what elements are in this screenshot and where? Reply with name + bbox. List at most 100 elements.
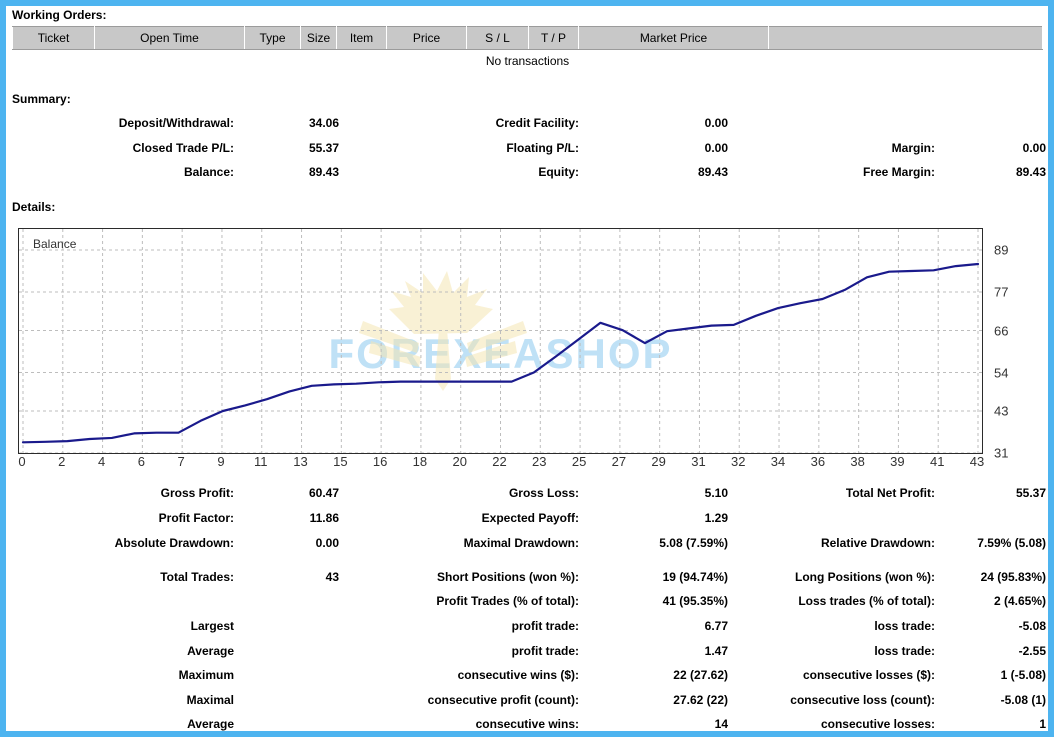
chart-x-axis: 0 2 4 6 7 9 11 13 15 16 18 20 22 23 25 27 29 31 32 34 36 38 39…	[18, 454, 985, 474]
chart-canvas	[19, 229, 982, 453]
column-header-item[interactable]: Item	[336, 26, 387, 50]
summary-value: 0.00	[704, 141, 728, 155]
details-value: 1	[1039, 717, 1046, 731]
details-value: -5.08 (1)	[1000, 693, 1046, 707]
column-header-market-price[interactable]: Market Price	[578, 26, 769, 50]
details-label: Long Positions (won %):	[795, 570, 935, 584]
details-value: 24 (95.83%)	[980, 570, 1046, 584]
details-label: Average	[187, 644, 234, 658]
x-axis-tick: 0	[18, 454, 26, 469]
x-axis-tick: 11	[254, 454, 268, 469]
details-label: consecutive losses ($):	[802, 668, 935, 682]
details-label: Short Positions (won %):	[437, 570, 579, 584]
details-label: Maximal	[186, 693, 234, 707]
details-value: 1.29	[704, 511, 728, 525]
chart-series-label: Balance	[33, 237, 77, 251]
details-label: consecutive wins ($):	[457, 668, 579, 682]
y-axis-tick: 89	[994, 242, 1009, 258]
y-axis-tick: 43	[994, 403, 1009, 419]
details-label: Gross Loss:	[508, 486, 579, 500]
x-axis-tick: 39	[890, 454, 905, 469]
details-label: Profit Trades (% of total):	[436, 594, 579, 608]
x-axis-tick: 20	[452, 454, 467, 469]
summary-value: 89.43	[1015, 165, 1046, 179]
column-header-type[interactable]: Type	[244, 26, 301, 50]
table-header-row: Ticket Open Time Type Size Item Price S …	[12, 26, 1043, 50]
details-value: -2.55	[1018, 644, 1046, 658]
details-label: consecutive losses:	[820, 717, 935, 731]
details-label: Profit Factor:	[158, 511, 234, 525]
details-label: consecutive wins:	[475, 717, 579, 731]
no-transactions-message: No transactions	[12, 49, 1043, 72]
report-page: Working Orders: Ticket Open Time Type Si…	[6, 6, 1048, 731]
details-row: Gross Profit: 60.47 Gross Loss: 5.10 Tot…	[6, 486, 1048, 510]
summary-label: Deposit/Withdrawal:	[118, 116, 234, 130]
chart-y-axis: 31 43 54 66 77 89	[988, 228, 1042, 461]
details-value: -5.08	[1018, 619, 1046, 633]
details-label: consecutive loss (count):	[790, 693, 935, 707]
equity-curve	[21, 262, 980, 444]
details-value: 19 (94.74%)	[662, 570, 728, 584]
column-header-tp[interactable]: T / P	[528, 26, 579, 50]
chart-gridlines	[19, 229, 982, 453]
details-value: 1.47	[704, 644, 728, 658]
details-label: loss trade:	[874, 619, 935, 633]
details-row: Largest profit trade: 6.77 loss trade: -…	[6, 619, 1048, 643]
x-axis-tick: 29	[651, 454, 666, 469]
details-row: Absolute Drawdown: 0.00 Maximal Drawdown…	[6, 536, 1048, 560]
details-value: 0.00	[315, 536, 339, 550]
summary-value: 0.00	[704, 116, 728, 130]
x-axis-tick: 31	[691, 454, 706, 469]
summary-label: Floating P/L:	[506, 141, 579, 155]
details-label: Gross Profit:	[160, 486, 234, 500]
summary-label: Margin:	[891, 141, 935, 155]
details-row: Profit Factor: 11.86 Expected Payoff: 1.…	[6, 511, 1048, 535]
column-header-ticket[interactable]: Ticket	[12, 26, 95, 50]
summary-value: 0.00	[1022, 141, 1046, 155]
y-axis-tick: 54	[994, 365, 1009, 380]
column-header-open-time[interactable]: Open Time	[94, 26, 245, 50]
details-label: Loss trades (% of total):	[798, 594, 935, 608]
details-label: consecutive profit (count):	[427, 693, 579, 707]
details-label: loss trade:	[874, 644, 935, 658]
x-axis-tick: 13	[293, 454, 308, 469]
x-axis-tick: 15	[333, 454, 348, 469]
details-label: Absolute Drawdown:	[114, 536, 234, 550]
x-axis-tick: 34	[770, 454, 786, 469]
x-axis-tick: 4	[97, 454, 106, 469]
column-header-sl[interactable]: S / L	[466, 26, 529, 50]
summary-value: 55.37	[308, 141, 339, 155]
x-axis-tick: 6	[137, 454, 145, 469]
details-label: Total Trades:	[160, 570, 234, 584]
x-axis-tick: 43	[969, 454, 985, 469]
details-value: 11.86	[309, 511, 339, 525]
details-label: Maximum	[178, 668, 234, 682]
details-value: 2 (4.65%)	[993, 594, 1046, 608]
working-orders-table: Ticket Open Time Type Size Item Price S …	[12, 26, 1043, 72]
x-axis-tick: 38	[850, 454, 865, 469]
x-axis-tick: 36	[810, 454, 826, 469]
details-value: 7.59% (5.08)	[977, 536, 1046, 550]
details-value: 5.10	[704, 486, 728, 500]
x-axis-tick: 18	[412, 454, 428, 469]
summary-row: Deposit/Withdrawal: 34.06 Credit Facilit…	[6, 116, 1048, 140]
details-label: Largest	[190, 619, 234, 633]
details-label: profit trade:	[511, 644, 579, 658]
details-label: Average	[187, 717, 234, 731]
y-axis-tick: 31	[994, 445, 1009, 461]
x-axis-tick: 27	[611, 454, 627, 469]
details-row: Maximal consecutive profit (count): 27.6…	[6, 693, 1048, 717]
x-axis-tick: 25	[571, 454, 587, 469]
column-header-size[interactable]: Size	[300, 26, 337, 50]
details-row: Average consecutive wins: 14 consecutive…	[6, 717, 1048, 731]
summary-label: Free Margin:	[862, 165, 935, 179]
y-axis-tick: 66	[994, 323, 1009, 338]
details-value: 43	[325, 570, 339, 584]
x-axis-tick: 2	[58, 454, 66, 469]
x-axis-tick: 16	[372, 454, 388, 469]
summary-row: Closed Trade P/L: 55.37 Floating P/L: 0.…	[6, 141, 1048, 165]
summary-value: 89.43	[697, 165, 728, 179]
column-header-price[interactable]: Price	[386, 26, 467, 50]
details-title: Details:	[12, 200, 56, 214]
summary-label: Balance:	[183, 165, 234, 179]
